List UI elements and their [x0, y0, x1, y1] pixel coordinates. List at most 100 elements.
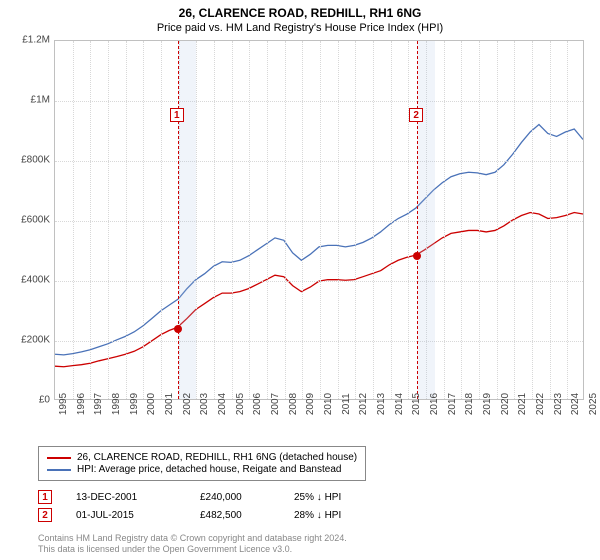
gridline-v [285, 41, 286, 399]
x-axis-label: 2000 [146, 393, 157, 415]
x-axis-label: 2004 [217, 393, 228, 415]
sale-marker-line [178, 41, 179, 399]
footer-text: Contains HM Land Registry data © Crown c… [38, 533, 347, 556]
gridline-v [161, 41, 162, 399]
gridline-v [338, 41, 339, 399]
legend-label: HPI: Average price, detached house, Reig… [77, 464, 341, 475]
line-plot-svg [55, 41, 583, 399]
y-axis-label: £200K [6, 335, 50, 346]
gridline-v [143, 41, 144, 399]
chart-container: { "title": "26, CLARENCE ROAD, REDHILL, … [0, 0, 600, 560]
x-axis-label: 1995 [58, 393, 69, 415]
gridline-v [302, 41, 303, 399]
sale-price: £482,500 [200, 510, 270, 521]
x-axis-label: 1999 [129, 393, 140, 415]
sale-marker-line [417, 41, 418, 399]
x-axis-label: 2019 [482, 393, 493, 415]
shaded-range [417, 41, 435, 399]
legend-label: 26, CLARENCE ROAD, REDHILL, RH1 6NG (det… [77, 452, 357, 463]
gridline-v [373, 41, 374, 399]
gridline-v [108, 41, 109, 399]
gridline-v [514, 41, 515, 399]
gridline-h [55, 161, 583, 162]
gridline-v [232, 41, 233, 399]
sale-row-marker: 2 [38, 508, 52, 522]
y-axis-label: £600K [6, 215, 50, 226]
gridline-v [391, 41, 392, 399]
x-axis-label: 2008 [288, 393, 299, 415]
chart-title: 26, CLARENCE ROAD, REDHILL, RH1 6NG [0, 0, 600, 20]
x-axis-label: 2024 [570, 393, 581, 415]
x-axis-label: 2011 [341, 393, 352, 415]
x-axis-label: 1997 [93, 393, 104, 415]
gridline-h [55, 221, 583, 222]
x-axis-label: 1998 [111, 393, 122, 415]
gridline-h [55, 281, 583, 282]
sale-row-marker: 1 [38, 490, 52, 504]
x-axis-label: 1996 [76, 393, 87, 415]
sale-marker-dot [413, 252, 421, 260]
x-axis-label: 2010 [323, 393, 334, 415]
gridline-v [550, 41, 551, 399]
x-axis-label: 2002 [182, 393, 193, 415]
gridline-v [90, 41, 91, 399]
gridline-h [55, 101, 583, 102]
gridline-v [73, 41, 74, 399]
x-axis-label: 2023 [553, 393, 564, 415]
x-axis-label: 2025 [588, 393, 599, 415]
gridline-v [355, 41, 356, 399]
shaded-range [178, 41, 197, 399]
gridline-v [320, 41, 321, 399]
y-axis-label: £1.2M [6, 35, 50, 46]
gridline-v [532, 41, 533, 399]
series-line-hpi [55, 125, 583, 355]
x-axis-label: 2015 [411, 393, 422, 415]
sale-marker-box: 1 [170, 108, 184, 122]
x-axis-label: 2007 [270, 393, 281, 415]
x-axis-label: 2017 [447, 393, 458, 415]
x-axis-label: 2013 [376, 393, 387, 415]
footer-line-1: Contains HM Land Registry data © Crown c… [38, 533, 347, 545]
sale-marker-dot [174, 325, 182, 333]
x-axis-label: 2014 [394, 393, 405, 415]
gridline-v [444, 41, 445, 399]
x-axis-label: 2016 [429, 393, 440, 415]
legend-box: 26, CLARENCE ROAD, REDHILL, RH1 6NG (det… [38, 446, 366, 481]
sale-date: 13-DEC-2001 [76, 492, 176, 503]
gridline-v [497, 41, 498, 399]
legend-item: 26, CLARENCE ROAD, REDHILL, RH1 6NG (det… [47, 452, 357, 463]
y-axis-label: £0 [6, 395, 50, 406]
x-axis-label: 2012 [358, 393, 369, 415]
x-axis-label: 2022 [535, 393, 546, 415]
gridline-v [196, 41, 197, 399]
gridline-v [479, 41, 480, 399]
gridline-v [567, 41, 568, 399]
gridline-v [461, 41, 462, 399]
y-axis-label: £400K [6, 275, 50, 286]
sale-price: £240,000 [200, 492, 270, 503]
series-line-price_paid [55, 213, 583, 367]
legend-item: HPI: Average price, detached house, Reig… [47, 464, 357, 475]
gridline-v [408, 41, 409, 399]
sale-marker-box: 2 [409, 108, 423, 122]
x-axis-label: 2021 [517, 393, 528, 415]
x-axis-label: 2006 [252, 393, 263, 415]
x-axis-label: 2005 [235, 393, 246, 415]
y-axis-label: £1M [6, 95, 50, 106]
sale-row: 1 13-DEC-2001 £240,000 25% ↓ HPI [38, 490, 341, 504]
x-axis-label: 2003 [199, 393, 210, 415]
x-axis-label: 2018 [464, 393, 475, 415]
sale-diff: 25% ↓ HPI [294, 492, 341, 503]
chart-subtitle: Price paid vs. HM Land Registry's House … [0, 20, 600, 34]
x-axis-label: 2020 [500, 393, 511, 415]
x-axis-label: 2001 [164, 393, 175, 415]
y-axis-label: £800K [6, 155, 50, 166]
gridline-v [267, 41, 268, 399]
legend-swatch [47, 457, 71, 459]
gridline-h [55, 341, 583, 342]
x-axis-label: 2009 [305, 393, 316, 415]
gridline-v [214, 41, 215, 399]
sale-date: 01-JUL-2015 [76, 510, 176, 521]
plot-area [54, 40, 584, 400]
footer-line-2: This data is licensed under the Open Gov… [38, 544, 347, 556]
